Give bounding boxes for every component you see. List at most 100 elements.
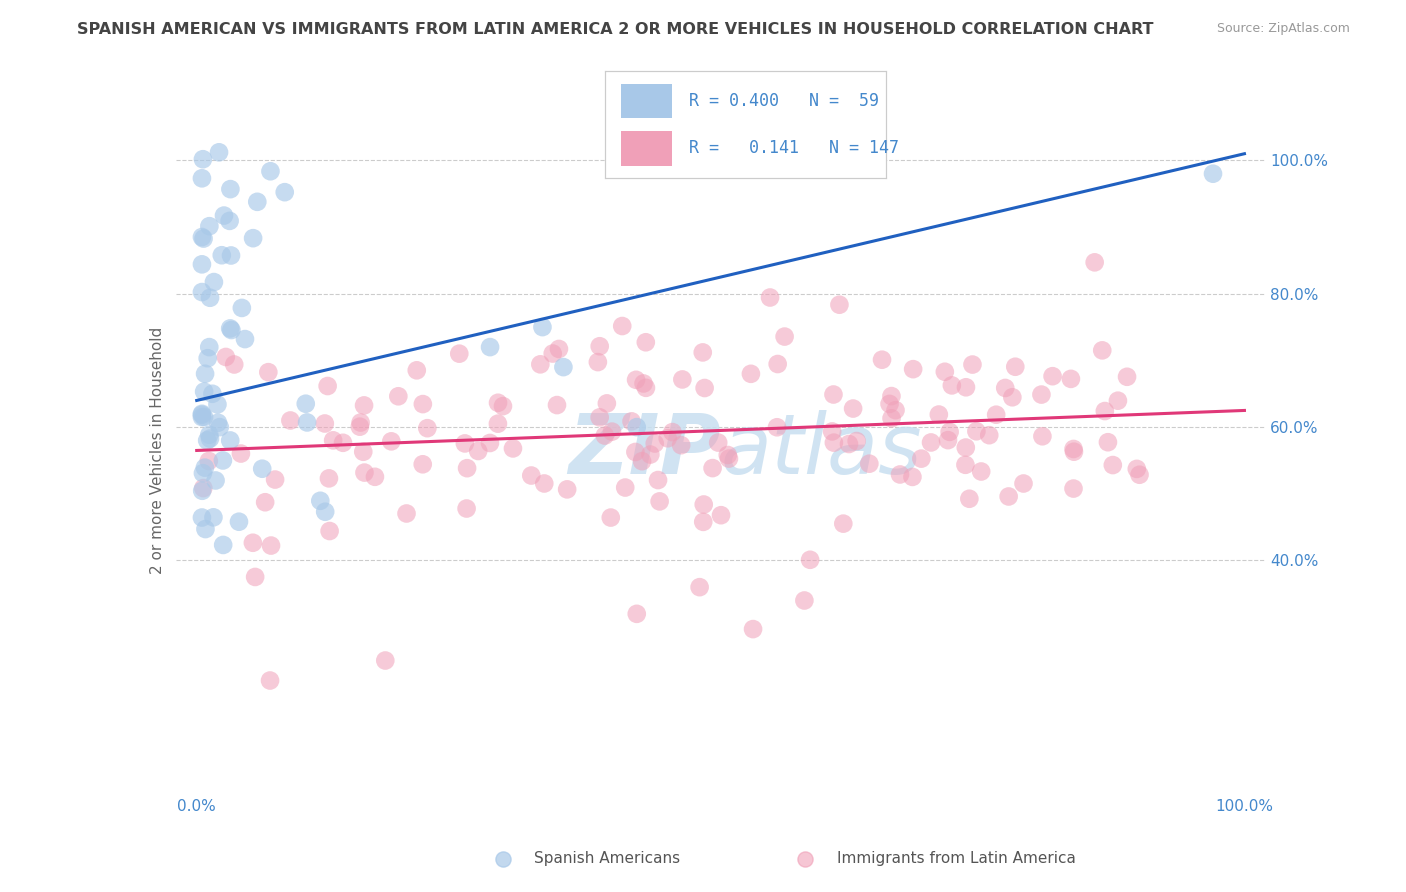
Point [928, 408, 950, 422]
Point [647, 473, 669, 487]
Point [1126, 462, 1149, 476]
Point [204, 474, 226, 488]
Point [965, 425, 987, 439]
Point [191, 257, 214, 271]
Point [221, 323, 243, 337]
Point [640, 448, 662, 462]
Point [198, 219, 221, 234]
Point [479, 340, 502, 354]
Point [634, 381, 657, 395]
Point [799, 553, 821, 567]
Point [626, 420, 648, 434]
Point [294, 397, 316, 411]
Point [416, 421, 439, 435]
Point [295, 416, 318, 430]
Point [901, 362, 924, 376]
Point [541, 346, 564, 360]
Point [387, 389, 409, 403]
Point [193, 481, 215, 495]
Point [449, 346, 471, 360]
Point [231, 301, 253, 315]
Point [242, 535, 264, 549]
Point [614, 481, 637, 495]
Point [207, 397, 229, 411]
Point [1063, 444, 1085, 458]
Point [884, 403, 907, 417]
Point [201, 386, 224, 401]
Point [198, 340, 221, 354]
Point [395, 507, 418, 521]
Point [546, 398, 568, 412]
Point [986, 408, 1008, 422]
Point [259, 164, 281, 178]
Point [380, 434, 402, 449]
Point [259, 673, 281, 688]
Point [202, 275, 225, 289]
Point [191, 483, 214, 498]
Point [759, 291, 782, 305]
Point [318, 471, 340, 485]
FancyBboxPatch shape [621, 84, 672, 119]
Point [212, 538, 235, 552]
Text: atlas: atlas [721, 410, 922, 491]
Point [1107, 393, 1129, 408]
Point [821, 425, 844, 439]
Point [880, 411, 903, 425]
Point [689, 580, 711, 594]
Point [702, 461, 724, 475]
Point [211, 248, 233, 262]
Point [1128, 467, 1150, 482]
Point [194, 460, 217, 475]
Point [353, 398, 375, 412]
Point [648, 494, 671, 508]
Point [858, 457, 880, 471]
Point [740, 367, 762, 381]
Point [194, 367, 217, 381]
Point [962, 358, 984, 372]
Point [191, 152, 214, 166]
Point [644, 436, 666, 450]
Point [191, 171, 214, 186]
Point [842, 401, 865, 416]
Point [794, 852, 817, 866]
Point [208, 145, 231, 160]
Point [454, 436, 477, 450]
Point [626, 607, 648, 621]
Point [934, 365, 956, 379]
Point [191, 230, 214, 244]
Point [456, 501, 478, 516]
Point [191, 285, 214, 299]
Point [620, 414, 643, 428]
Point [374, 653, 396, 667]
Point [586, 355, 609, 369]
Point [529, 357, 551, 371]
Point [1094, 404, 1116, 418]
Point [257, 365, 280, 379]
Point [456, 461, 478, 475]
Point [823, 387, 845, 401]
Point [314, 417, 336, 431]
Point [198, 454, 221, 468]
Point [920, 435, 942, 450]
Point [202, 510, 225, 524]
Point [212, 209, 235, 223]
Point [828, 298, 851, 312]
Point [1031, 387, 1053, 401]
Point [349, 419, 371, 434]
Point [332, 435, 354, 450]
Point [970, 465, 993, 479]
Point [832, 516, 855, 531]
Point [742, 622, 765, 636]
Point [957, 491, 980, 506]
Point [879, 397, 901, 411]
Point [717, 448, 740, 462]
Text: SPANISH AMERICAN VS IMMIGRANTS FROM LATIN AMERICA 2 OR MORE VEHICLES IN HOUSEHOL: SPANISH AMERICAN VS IMMIGRANTS FROM LATI… [77, 22, 1154, 37]
Point [531, 320, 554, 334]
Point [589, 410, 612, 425]
Point [533, 476, 555, 491]
Point [1091, 343, 1114, 358]
Point [657, 431, 679, 445]
Point [1004, 359, 1026, 374]
Point [412, 457, 434, 471]
Point [194, 522, 217, 536]
